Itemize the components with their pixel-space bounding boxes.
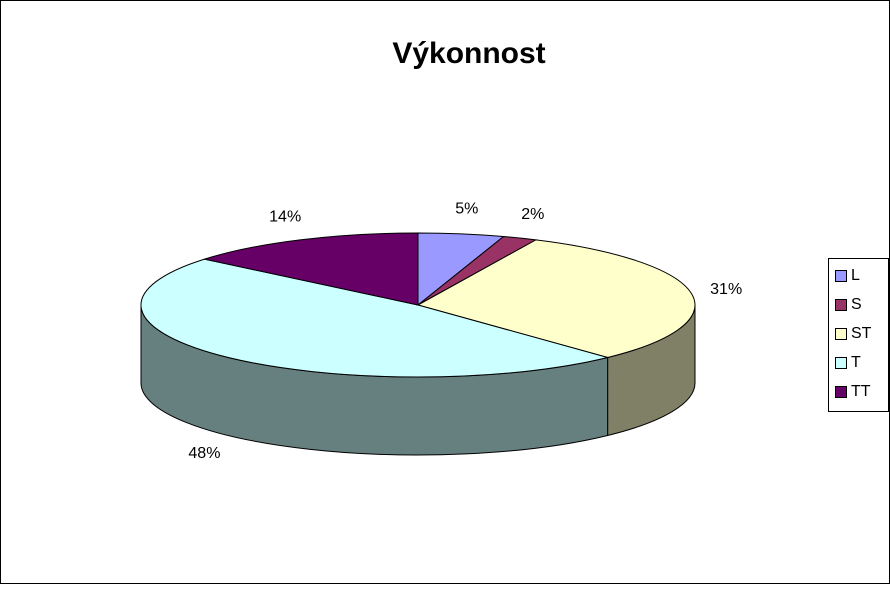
legend-label: TT (851, 383, 871, 400)
legend-swatch (835, 299, 847, 311)
data-label: 5% (455, 200, 478, 217)
legend-swatch (835, 357, 847, 369)
legend-label: T (851, 354, 861, 371)
data-label: 31% (710, 281, 742, 298)
legend-swatch (835, 386, 847, 398)
data-label: 14% (269, 208, 301, 225)
pie-tops (140, 232, 696, 378)
legend-label: L (851, 267, 860, 284)
chart-title: Výkonnost (392, 37, 545, 70)
legend-label: S (851, 296, 862, 313)
legend-label: ST (851, 325, 872, 342)
data-label: 2% (521, 206, 544, 223)
pie-slice (202, 232, 419, 306)
pie-slice (140, 258, 610, 378)
pie-slice (416, 239, 696, 359)
legend-swatch (835, 328, 847, 340)
pie-sides (140, 304, 696, 456)
legend-swatch (835, 270, 847, 282)
data-label: 48% (188, 445, 220, 462)
